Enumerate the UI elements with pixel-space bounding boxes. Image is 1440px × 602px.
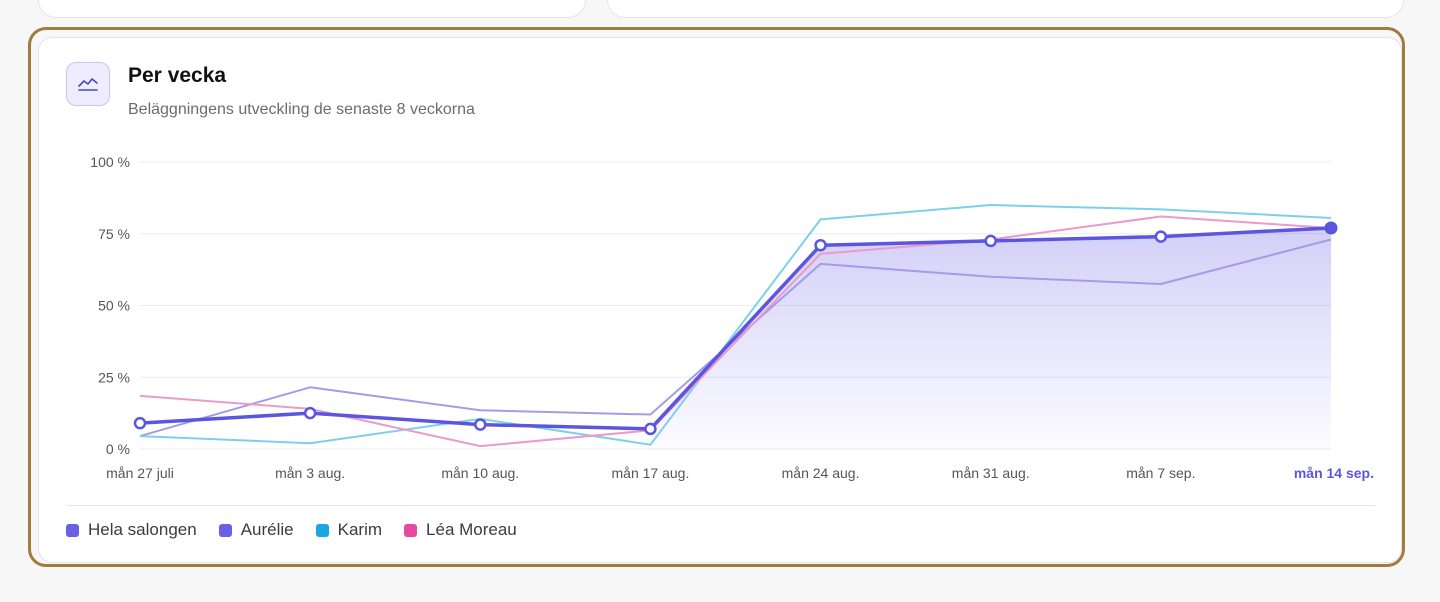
legend-swatch [404, 523, 418, 537]
legend-swatch [315, 523, 329, 537]
y-tick-label: 50 % [98, 298, 130, 314]
occupancy-line-chart: 0 % 25 % 50 % 75 % 100 % mån 27 juli mån 3 aug… [90, 154, 1374, 481]
x-tick-label: mån 31 aug. [952, 465, 1030, 481]
legend-swatch [218, 523, 232, 537]
data-point-hela [474, 418, 487, 431]
data-point-hela-last [1324, 221, 1338, 235]
x-tick-label: mån 14 sep. [1294, 465, 1374, 481]
legend-swatch [66, 523, 79, 537]
chart-legend: Hela salongen Aurélie Karim Léa Moreau [66, 520, 517, 540]
y-tick-label: 25 % [98, 369, 130, 385]
y-tick-label: 100 % [90, 154, 130, 170]
y-tick-label: 0 % [106, 441, 130, 457]
legend-label: Léa Moreau [426, 520, 517, 539]
x-tick-label: mån 27 juli [106, 465, 174, 481]
hela-area [650, 228, 1331, 449]
x-tick-label: mån 3 aug. [275, 465, 345, 481]
selection-outline [28, 27, 1405, 567]
data-point-hela [133, 416, 147, 430]
data-point-hela [644, 422, 657, 436]
data-point-hela [984, 234, 997, 248]
data-point-hela [814, 238, 827, 252]
legend-item-karim[interactable]: Karim [315, 520, 383, 540]
y-tick-label: 75 % [98, 226, 130, 242]
x-tick-label: mån 17 aug. [612, 465, 690, 481]
legend-item-hela[interactable]: Hela salongen [66, 520, 197, 540]
legend-label: Aurélie [240, 520, 294, 539]
series-line-karim [139, 204, 1332, 446]
legend-item-lea[interactable]: Léa Moreau [404, 520, 517, 540]
series-line-hela [138, 226, 1333, 431]
legend-item-aurelie[interactable]: Aurélie [218, 520, 294, 540]
legend-divider [66, 505, 1375, 506]
x-tick-label: mån 10 aug. [441, 465, 519, 481]
line-chart-icon [66, 62, 110, 106]
card-subtitle: Beläggningens utveckling de senaste 8 ve… [128, 101, 475, 118]
data-point-hela [1154, 230, 1168, 243]
x-tick-label: mån 7 sep. [1126, 465, 1195, 481]
x-tick-label: mån 24 aug. [782, 465, 860, 481]
legend-label: Karim [337, 520, 383, 539]
card-title: Per vecka [128, 64, 227, 87]
data-point-hela [303, 406, 317, 420]
legend-label: Hela salongen [88, 520, 197, 539]
